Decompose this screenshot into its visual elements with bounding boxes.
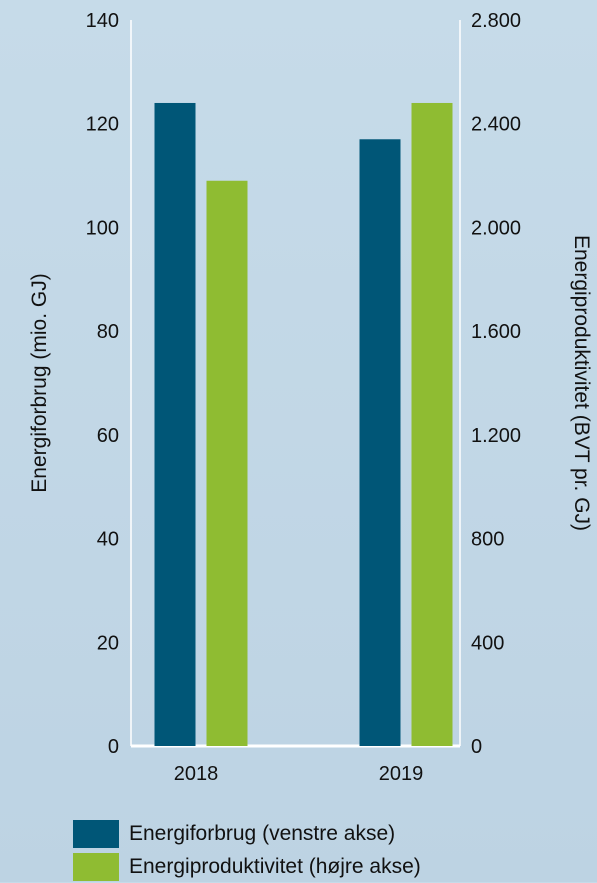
x-tick-labels: 2018 2019 [174, 763, 424, 785]
left-tick-label: 20 [97, 632, 119, 654]
x-tick-label: 2018 [174, 763, 219, 785]
right-tick-label: 400 [471, 632, 504, 654]
bar-energiforbrug-2019 [359, 139, 401, 746]
x-tick-label: 2019 [379, 763, 424, 785]
right-tick-labels: 0 400 800 1.200 1.600 2.000 2.400 2.800 [471, 10, 521, 758]
right-tick-label: 1.600 [471, 321, 521, 343]
legend-item-energiforbrug: Energiforbrug (venstre akse) [73, 817, 421, 850]
left-tick-labels: 0 20 40 60 80 100 120 140 [86, 10, 119, 758]
bar-energiproduktivitet-2018 [206, 180, 248, 746]
chart: 0 20 40 60 80 100 120 140 0 400 800 1.200 1.600 2.00… [28, 10, 593, 785]
right-tick-label: 800 [471, 529, 504, 551]
bar-energiforbrug-2018 [154, 102, 196, 746]
legend-swatch-energiproduktivitet [73, 852, 119, 881]
right-tick-label: 1.200 [471, 425, 521, 447]
left-tick-label: 80 [97, 321, 119, 343]
right-tick-label: 0 [471, 736, 482, 758]
legend-label-energiforbrug: Energiforbrug (venstre akse) [129, 821, 396, 845]
y2-axis-title: Energiproduktivitet (BVT pr. GJ) [570, 235, 593, 531]
left-tick-label: 100 [86, 217, 119, 239]
bar-energiproduktivitet-2019 [411, 102, 453, 746]
right-tick-label: 2.400 [471, 114, 521, 136]
left-tick-label: 120 [86, 114, 119, 136]
legend-label-energiproduktivitet: Energiproduktivitet (højre akse) [129, 854, 421, 878]
bars [154, 102, 453, 746]
legend: Energiforbrug (venstre akse) Energiprodu… [73, 817, 421, 883]
left-tick-label: 0 [108, 736, 119, 758]
y-axis-title: Energiforbrug (mio. GJ) [28, 273, 51, 492]
right-tick-label: 2.800 [471, 10, 521, 32]
legend-swatch-energiforbrug [73, 819, 119, 848]
left-tick-label: 60 [97, 425, 119, 447]
left-tick-label: 140 [86, 10, 119, 32]
left-tick-label: 40 [97, 529, 119, 551]
right-tick-label: 2.000 [471, 217, 521, 239]
legend-item-energiproduktivitet: Energiproduktivitet (højre akse) [73, 850, 421, 883]
